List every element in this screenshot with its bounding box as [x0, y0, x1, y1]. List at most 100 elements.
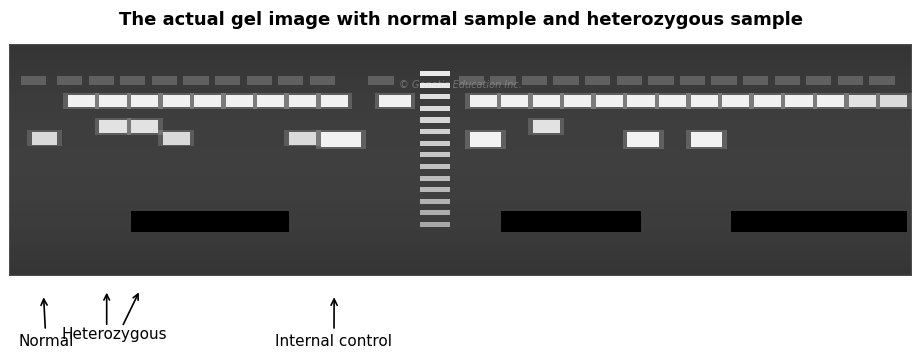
Bar — [99, 120, 126, 133]
Bar — [560, 93, 596, 109]
Bar — [501, 95, 529, 107]
Bar — [99, 95, 126, 107]
Bar — [131, 120, 158, 133]
Bar — [131, 95, 158, 107]
Bar — [490, 76, 516, 85]
Bar — [375, 93, 415, 109]
Bar — [786, 95, 812, 107]
Bar — [420, 141, 449, 146]
Bar — [680, 76, 705, 85]
Bar — [844, 93, 880, 109]
Bar — [158, 93, 194, 109]
Bar — [501, 211, 641, 232]
Bar — [420, 187, 449, 192]
Bar — [21, 76, 46, 85]
Bar — [812, 93, 848, 109]
Bar — [686, 93, 722, 109]
Bar — [221, 93, 257, 109]
Bar — [459, 76, 484, 85]
Bar — [686, 130, 727, 149]
Bar — [880, 95, 907, 107]
Bar — [470, 132, 501, 147]
Bar — [285, 130, 321, 147]
Bar — [316, 93, 352, 109]
Bar — [420, 222, 449, 227]
Bar — [420, 152, 449, 158]
Bar — [253, 93, 289, 109]
Bar — [68, 95, 95, 107]
Bar — [585, 76, 611, 85]
Bar — [64, 93, 99, 109]
Bar — [465, 93, 501, 109]
Bar — [691, 95, 717, 107]
Bar — [655, 93, 691, 109]
Bar — [316, 130, 366, 149]
Bar — [465, 130, 506, 149]
Bar — [722, 95, 750, 107]
Bar — [532, 120, 560, 133]
Bar — [420, 176, 449, 181]
Bar — [522, 76, 547, 85]
Bar — [278, 76, 303, 85]
Bar — [617, 76, 642, 85]
Bar — [420, 71, 449, 76]
Bar — [183, 76, 209, 85]
Text: Heterozygous: Heterozygous — [62, 327, 168, 342]
Bar — [623, 130, 663, 149]
Bar — [496, 93, 532, 109]
Bar — [226, 95, 253, 107]
Text: Normal: Normal — [18, 299, 74, 348]
Bar — [659, 95, 686, 107]
Bar — [528, 118, 565, 135]
Bar — [194, 95, 221, 107]
Bar — [158, 130, 194, 147]
Bar — [648, 76, 673, 85]
Bar — [869, 76, 894, 85]
Bar — [565, 95, 591, 107]
Bar — [420, 118, 449, 123]
Bar — [126, 118, 163, 135]
Bar — [420, 83, 449, 88]
Bar — [532, 95, 560, 107]
Bar — [717, 93, 753, 109]
Bar — [753, 95, 781, 107]
Bar — [528, 93, 565, 109]
Bar — [470, 95, 496, 107]
Bar — [775, 76, 799, 85]
Bar — [190, 93, 226, 109]
Bar — [420, 129, 449, 134]
Bar — [321, 95, 347, 107]
Text: The actual gel image with normal sample and heterozygous sample: The actual gel image with normal sample … — [119, 11, 802, 29]
Text: © Genetic Education Inc.: © Genetic Education Inc. — [399, 80, 522, 90]
Bar — [163, 132, 190, 144]
Bar — [88, 76, 114, 85]
Bar — [731, 211, 907, 232]
Bar — [420, 164, 449, 169]
Bar — [368, 76, 393, 85]
Bar — [163, 95, 190, 107]
Bar — [95, 93, 131, 109]
Bar — [152, 76, 177, 85]
Bar — [379, 95, 411, 107]
Bar — [743, 76, 768, 85]
Bar — [57, 76, 82, 85]
Bar — [781, 93, 817, 109]
Bar — [28, 130, 62, 147]
Bar — [806, 76, 832, 85]
Bar — [591, 93, 627, 109]
Bar — [121, 76, 146, 85]
Bar — [257, 95, 285, 107]
Bar — [31, 132, 57, 144]
Bar — [596, 95, 623, 107]
Bar — [289, 132, 316, 144]
Bar — [711, 76, 737, 85]
Bar — [321, 132, 361, 147]
Bar — [126, 93, 163, 109]
Bar — [285, 93, 321, 109]
Bar — [420, 94, 449, 99]
Bar — [420, 211, 449, 216]
Bar — [420, 199, 449, 204]
Bar — [554, 76, 578, 85]
Bar — [817, 95, 844, 107]
Bar — [750, 93, 786, 109]
